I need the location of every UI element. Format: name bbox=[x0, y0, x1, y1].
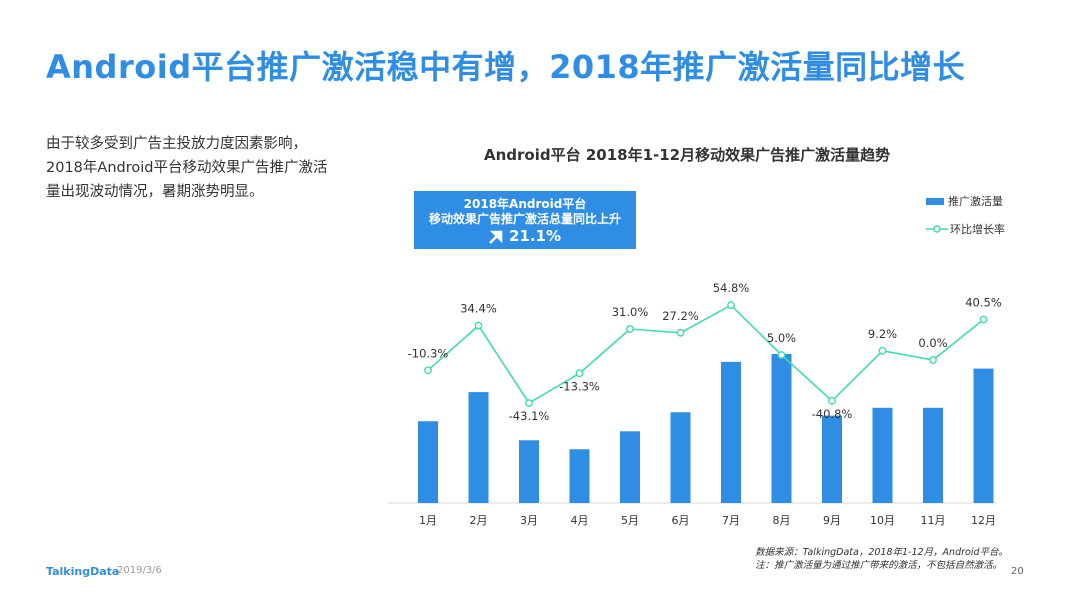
growth-data-label: -10.3% bbox=[408, 346, 449, 360]
growth-data-label: 5.0% bbox=[767, 331, 796, 345]
callout-value: 21.1% bbox=[508, 227, 562, 245]
growth-point bbox=[727, 301, 735, 310]
bar-mark bbox=[569, 449, 590, 503]
growth-point bbox=[575, 369, 584, 378]
bar-mark bbox=[721, 361, 741, 503]
growth-data-label: 31.0% bbox=[612, 305, 649, 319]
legend-item-line: 环比增长率 bbox=[926, 222, 1005, 236]
intro-line: 量出现波动情况，暑期涨势明显。 bbox=[46, 184, 264, 200]
intro-line: 由于较多受到广告主投放力度因素影响， bbox=[46, 136, 307, 152]
footer-logo: TalkingData bbox=[46, 565, 120, 578]
growth-data-label: -40.8% bbox=[812, 407, 853, 421]
growth-data-label: 54.8% bbox=[713, 281, 750, 295]
legend-line-label: 环比增长率 bbox=[950, 223, 1005, 236]
chart-legend: 推广激活量 环比增长率 bbox=[926, 194, 1005, 250]
bar-mark bbox=[418, 421, 438, 503]
bar-mark bbox=[973, 368, 994, 503]
callout-line1: 2018年Android平台 bbox=[463, 197, 587, 211]
bar-mark bbox=[872, 407, 893, 503]
growth-point bbox=[828, 396, 836, 405]
growth-point bbox=[474, 321, 483, 330]
growth-data-label: 0.0% bbox=[918, 336, 947, 350]
growth-data-label: -13.3% bbox=[559, 379, 600, 393]
growth-point bbox=[929, 356, 937, 364]
arrow-up-right-icon bbox=[489, 230, 503, 244]
x-tick-label: 4月 bbox=[571, 514, 589, 527]
chart-title: Android平台 2018年1-12月移动效果广告推广激活量趋势 bbox=[484, 146, 891, 164]
growth-line bbox=[427, 304, 985, 405]
growth-data-label: 34.4% bbox=[460, 302, 497, 316]
growth-point bbox=[777, 351, 786, 359]
bar-mark bbox=[468, 392, 489, 503]
source-note: 数据来源：TalkingData，2018年1-12月，Android平台。 注… bbox=[755, 546, 1008, 572]
bar-mark bbox=[620, 431, 640, 503]
x-tick-label: 10月 bbox=[870, 514, 895, 527]
growth-data-label: 9.2% bbox=[868, 327, 897, 341]
growth-data-label: -43.1% bbox=[509, 409, 550, 423]
growth-data-label: 40.5% bbox=[965, 296, 1002, 310]
growth-point bbox=[525, 399, 533, 408]
legend-item-bar: 推广激活量 bbox=[926, 194, 1005, 208]
growth-callout: 2018年Android平台 移动效果广告推广激活总量同比上升 21.1% bbox=[414, 191, 636, 249]
growth-data-label: 27.2% bbox=[662, 309, 699, 323]
growth-point bbox=[626, 325, 634, 333]
bar-mark bbox=[771, 354, 792, 503]
growth-point bbox=[676, 328, 685, 337]
bar-mark bbox=[923, 407, 943, 503]
legend-bar-swatch bbox=[926, 197, 944, 205]
bar-mark bbox=[822, 415, 842, 503]
x-tick-label: 11月 bbox=[921, 514, 946, 527]
growth-point bbox=[979, 315, 988, 324]
x-tick-label: 6月 bbox=[672, 514, 690, 527]
x-tick-label: 7月 bbox=[722, 514, 740, 527]
intro-text: 由于较多受到广告主投放力度因素影响， 2018年Android平台移动效果广告推… bbox=[46, 132, 376, 204]
x-tick-label: 3月 bbox=[520, 514, 538, 527]
x-tick-label: 12月 bbox=[971, 514, 996, 527]
x-tick-label: 2月 bbox=[470, 514, 488, 527]
x-tick-label: 5月 bbox=[621, 514, 639, 527]
bar-mark bbox=[519, 440, 539, 503]
legend-line-swatch bbox=[926, 225, 948, 233]
x-tick-label: 9月 bbox=[823, 514, 841, 527]
legend-bar-label: 推广激活量 bbox=[948, 195, 1003, 208]
x-tick-label: 1月 bbox=[419, 514, 437, 527]
source-line: 数据来源：TalkingData，2018年1-12月，Android平台。 bbox=[755, 547, 1008, 558]
note-line: 注：推广激活量为通过推广带来的激活，不包括自然激活。 bbox=[755, 560, 1003, 571]
x-tick-label: 8月 bbox=[773, 514, 791, 527]
growth-point bbox=[878, 346, 887, 355]
bar-mark bbox=[670, 412, 691, 503]
chart-svg: 1月 2月 3月 4月 5月 6月 7月 8月 9月 10月 11月 12月 -10.3% 34.4% -4… bbox=[388, 281, 1002, 527]
callout-line2: 移动效果广告推广激活总量同比上升 bbox=[428, 212, 621, 226]
page-number: 20 bbox=[1011, 566, 1024, 577]
page-title: Android平台推广激活稳中有增，2018年推广激活量同比增长 bbox=[46, 48, 966, 86]
growth-point bbox=[424, 366, 432, 375]
footer-date: 2019/3/6 bbox=[117, 565, 162, 576]
intro-line: 2018年Android平台移动效果广告推广激活 bbox=[46, 160, 328, 176]
